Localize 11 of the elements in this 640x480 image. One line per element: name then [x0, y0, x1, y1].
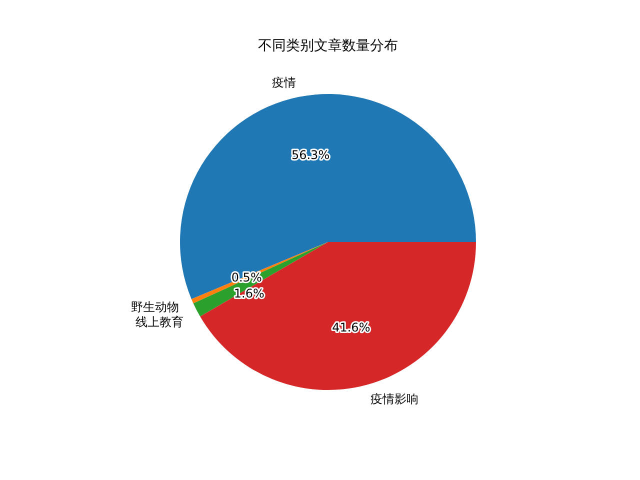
slice-label: 野生动物: [130, 300, 179, 314]
data-label: 56.3%: [291, 148, 330, 162]
pie-slice: [200, 242, 476, 390]
pie-slice: [180, 94, 476, 300]
data-label: 41.6%: [332, 320, 370, 335]
slice-label: 疫情影响: [370, 392, 418, 406]
chart-title: 不同类别文章数量分布: [258, 38, 398, 54]
slice-label: 疫情: [272, 75, 296, 90]
data-label: 0.5%: [231, 270, 262, 285]
data-label: 1.6%: [234, 286, 264, 301]
slice-label: 线上教育: [135, 315, 184, 330]
